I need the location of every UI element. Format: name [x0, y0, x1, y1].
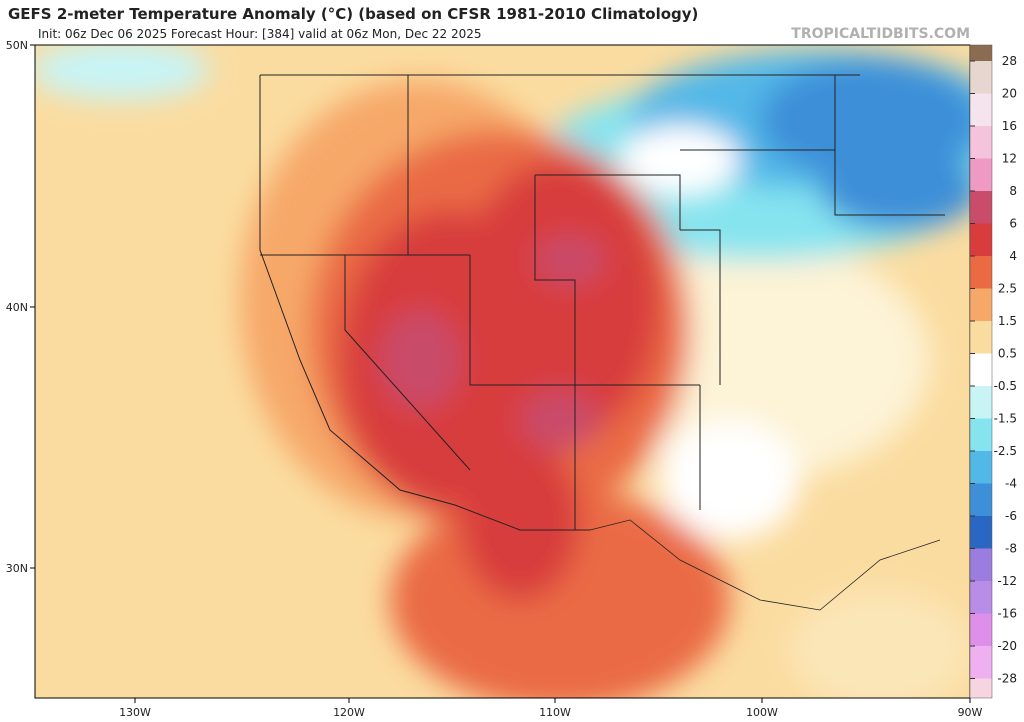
colorbar-label: -28	[997, 672, 1017, 686]
subtitle: Init: 06z Dec 06 2025 Forecast Hour: [38…	[38, 27, 482, 41]
colorbar-label: -1.5	[994, 412, 1017, 426]
colorbar-label: 1.5	[998, 314, 1017, 328]
colorbar-swatch	[970, 483, 992, 516]
lon-label: 120W	[333, 706, 365, 718]
colorbar-label: 6	[1009, 217, 1017, 231]
colorbar-label: -4	[1005, 477, 1017, 491]
colorbar-label: -6	[1005, 509, 1017, 523]
map	[35, 45, 970, 698]
colorbar-swatch	[970, 516, 992, 549]
colorbar-label: 16	[1002, 119, 1017, 133]
colorbar-swatch	[970, 223, 992, 256]
colorbar-swatch	[970, 191, 992, 224]
colorbar-swatch	[970, 613, 992, 646]
colorbar-swatch	[970, 581, 992, 614]
colorbar-swatch	[970, 353, 992, 386]
colorbar-swatch	[970, 126, 992, 159]
lat-label: 50N	[6, 39, 28, 52]
colorbar-swatch	[970, 321, 992, 354]
colorbar-swatch	[970, 678, 992, 698]
colorbar-swatch	[970, 548, 992, 581]
colorbar-swatch	[970, 45, 992, 61]
colorbar-label: 0.5	[998, 347, 1017, 361]
colorbar-swatch	[970, 158, 992, 191]
colorbar-label: 2.5	[998, 282, 1017, 296]
colorbar-label: -16	[997, 607, 1017, 621]
colorbar-label: 4	[1009, 249, 1017, 263]
lon-label: 110W	[539, 706, 571, 718]
lon-label: 90W	[958, 706, 983, 718]
colorbar-swatch	[970, 256, 992, 289]
colorbar-swatch	[970, 418, 992, 451]
colorbar: 28 20 16 12 8 6 4 2.5 1.5 0.5 -0.5 -1.5 -2.5 -4 -6 -8 -1…	[969, 44, 1017, 699]
lat-label: 30N	[6, 562, 28, 575]
colorbar-swatch	[970, 451, 992, 484]
colorbar-label: -0.5	[994, 379, 1017, 393]
colorbar-label: 20	[1002, 87, 1017, 101]
colorbar-label: 28	[1002, 54, 1017, 68]
lon-label: 100W	[746, 706, 778, 718]
borders	[259, 74, 945, 611]
source: TROPICALTIDBITS.COM	[791, 26, 970, 42]
colorbar-label: -12	[997, 574, 1017, 588]
axis-labels: 50N 40N 30N 130W 120W 110W 100W 90W	[6, 39, 983, 719]
colorbar-label: 8	[1009, 184, 1017, 198]
colorbar-swatch	[970, 386, 992, 419]
colorbar-label: 12	[1002, 152, 1017, 166]
colorbar-label: -20	[997, 639, 1017, 653]
colorbar-swatch	[970, 61, 992, 94]
lat-label: 40N	[6, 301, 28, 314]
colorbar-frame	[969, 44, 993, 699]
colorbar-label: -2.5	[994, 444, 1017, 458]
colorbar-label: -8	[1005, 542, 1017, 556]
title: GEFS 2-meter Temperature Anomaly (°C) (b…	[8, 5, 698, 23]
lon-label: 130W	[119, 706, 151, 718]
colorbar-swatch	[970, 646, 992, 679]
colorbar-swatch	[970, 93, 992, 126]
colorbar-swatch	[970, 288, 992, 321]
